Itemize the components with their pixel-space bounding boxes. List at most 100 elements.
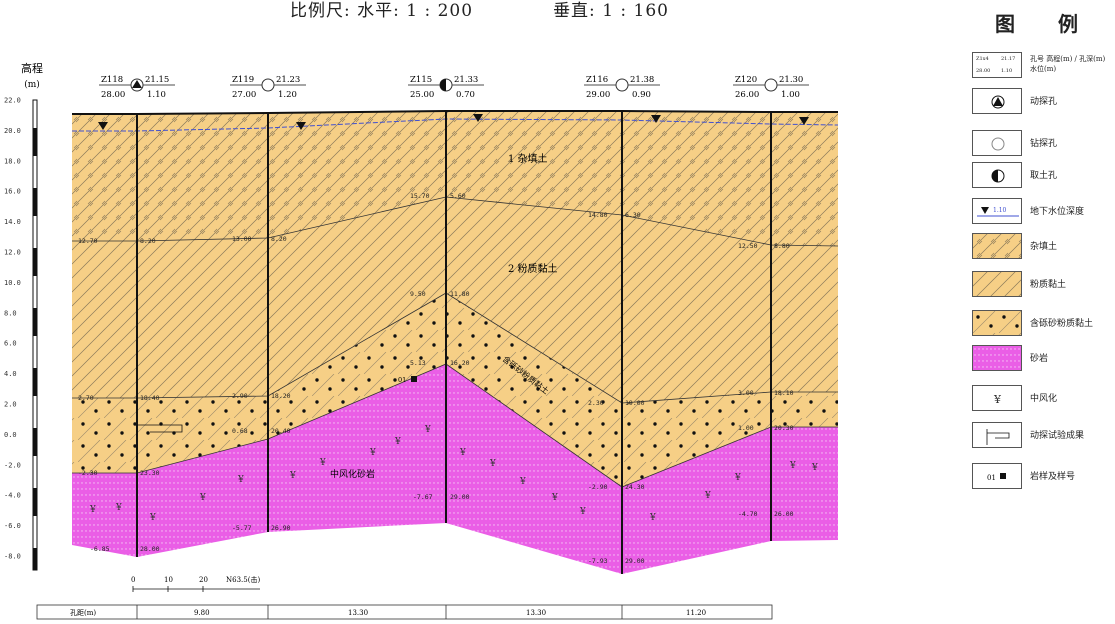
legend-water-sample: 1.10 bbox=[993, 207, 1007, 214]
legend-label-gravelly: 含砾砂粉质黏土 bbox=[1030, 319, 1094, 329]
layer-sandstone bbox=[72, 364, 838, 574]
depth-annotation-z119: 13.00 bbox=[232, 235, 252, 243]
legend-sample-top2: 21.17 bbox=[1001, 56, 1016, 62]
scale-bar bbox=[132, 586, 260, 592]
scale-vertical: 垂直: 1 : 160 bbox=[553, 1, 669, 21]
depth-annotation-z118: 28.00 bbox=[140, 545, 160, 553]
depth-annotation-z115: 15.70 bbox=[410, 192, 430, 200]
svg-text:¥: ¥ bbox=[704, 491, 711, 501]
drill-borehole-icon bbox=[261, 78, 275, 92]
depth-annotation-z119: 2.90 bbox=[232, 392, 248, 400]
borehole-elevation: 21.30 bbox=[779, 75, 803, 85]
axis-tick-label: 10.0 bbox=[4, 279, 21, 287]
depth-annotation-z120: 26.00 bbox=[774, 510, 794, 518]
svg-text:¥: ¥ bbox=[551, 493, 558, 503]
spacing-value-4: 11.20 bbox=[686, 609, 706, 617]
depth-annotation-z120: 1.00 bbox=[738, 424, 754, 432]
borehole-water: 0.70 bbox=[456, 90, 475, 100]
depth-annotation-z120: 18.10 bbox=[774, 389, 794, 397]
depth-annotation-z116: 6.30 bbox=[625, 211, 641, 219]
legend-label-dpt: 动探试验成果 bbox=[1030, 431, 1085, 441]
half-circle-icon bbox=[991, 169, 1005, 183]
depth-annotation-z116: 24.30 bbox=[625, 483, 645, 491]
legend-swatch-sample bbox=[972, 162, 1022, 188]
svg-text:¥: ¥ bbox=[199, 493, 206, 503]
borehole-elevation: 21.38 bbox=[630, 75, 654, 85]
legend-item-rock: 01 岩样及样号 bbox=[972, 463, 1107, 491]
legend-item-dynamic: 动探孔 bbox=[972, 88, 1107, 116]
depth-annotation-z118: -2.30 bbox=[78, 469, 98, 477]
layer-label-sandstone: 中风化砂岩 bbox=[330, 468, 375, 480]
svg-text:¥: ¥ bbox=[369, 448, 376, 458]
axis-tick-label: 22.0 bbox=[4, 97, 21, 105]
borehole-depth: 28.00 bbox=[101, 90, 125, 100]
scale-label-0: 0 bbox=[131, 576, 135, 584]
depth-annotation-z120: 12.50 bbox=[738, 242, 758, 250]
legend-item-sample: 取土孔 bbox=[972, 162, 1107, 190]
borehole-header-z118: Z118 21.15 28.00 1.10 bbox=[99, 75, 175, 100]
rock-sample-legend-icon: 01 bbox=[987, 473, 1006, 482]
legend-swatch-drill bbox=[972, 130, 1022, 156]
svg-text:¥: ¥ bbox=[993, 393, 1002, 406]
depth-annotation-z115: 9.50 bbox=[410, 290, 426, 298]
depth-annotation-z116: 19.00 bbox=[625, 399, 645, 407]
axis-tick-label: -2.0 bbox=[4, 461, 21, 469]
spacing-value-3: 13.30 bbox=[526, 609, 546, 617]
legend-swatch-weathered: ¥ bbox=[972, 385, 1022, 411]
svg-text:¥: ¥ bbox=[649, 513, 656, 523]
borehole-id: Z115 bbox=[410, 75, 432, 85]
borehole-id: Z120 bbox=[735, 75, 757, 85]
borehole-elevation: 21.23 bbox=[276, 75, 300, 85]
legend-label-silty: 粉质黏土 bbox=[1030, 280, 1067, 290]
borehole-depth: 29.00 bbox=[586, 90, 610, 100]
legend-item-fill: 杂填土 bbox=[972, 233, 1107, 261]
layer-label-silty: 2 粉质黏土 bbox=[508, 262, 558, 275]
legend-label-fill: 杂填土 bbox=[1030, 242, 1058, 252]
borehole-water: 1.20 bbox=[278, 90, 297, 100]
depth-annotation-z118: 23.30 bbox=[140, 469, 160, 477]
depth-annotation-z115: 16.20 bbox=[450, 359, 470, 367]
svg-text:¥: ¥ bbox=[459, 448, 466, 458]
borehole-header-z119: Z119 21.23 27.00 1.20 bbox=[230, 75, 306, 100]
borehole-elevation: 21.33 bbox=[454, 75, 478, 85]
depth-annotation-z119: 18.20 bbox=[271, 392, 291, 400]
scale-label-20: 20 bbox=[199, 576, 208, 584]
legend-swatch-gravelly bbox=[972, 310, 1022, 336]
borehole-water: 0.90 bbox=[632, 90, 651, 100]
legend-label-dynamic: 动探孔 bbox=[1030, 97, 1058, 107]
legend-swatch-header: Z1x4 21.17 28.00 1.10 bbox=[972, 52, 1022, 78]
borehole-id: Z119 bbox=[232, 75, 254, 85]
legend-label-water: 地下水位深度 bbox=[1030, 207, 1085, 217]
legend-sample-bot2: 1.10 bbox=[1001, 68, 1013, 74]
svg-text:¥: ¥ bbox=[789, 461, 796, 471]
legend-label-sample: 取土孔 bbox=[1030, 171, 1058, 181]
axis-tick-label: -6.0 bbox=[4, 522, 21, 530]
depth-annotation-z118: -6.85 bbox=[90, 545, 110, 553]
borehole-id: Z116 bbox=[586, 75, 608, 85]
legend-sample-bot: 28.00 bbox=[976, 68, 991, 74]
depth-annotation-z116: 14.80 bbox=[588, 211, 608, 219]
depth-annotation-z118: 2.70 bbox=[78, 394, 94, 402]
borehole-depth: 27.00 bbox=[232, 90, 256, 100]
axis-tick-label: 18.0 bbox=[4, 157, 21, 165]
axis-tick-label: 14.0 bbox=[4, 218, 21, 226]
depth-annotation-z115: -7.67 bbox=[413, 493, 433, 501]
depth-annotation-z116: -7.93 bbox=[588, 557, 608, 565]
circle-icon bbox=[991, 137, 1005, 151]
legend-label-rock: 岩样及样号 bbox=[1030, 472, 1076, 482]
spacing-value-1: 9.80 bbox=[194, 609, 210, 617]
legend-sample-top: Z1x4 bbox=[976, 56, 989, 62]
spacing-value-2: 13.30 bbox=[348, 609, 368, 617]
legend-swatch-dynamic bbox=[972, 88, 1022, 114]
svg-text:¥: ¥ bbox=[519, 477, 526, 487]
svg-text:¥: ¥ bbox=[424, 425, 431, 435]
scale-caption: 比例尺: 水平: 1 : 200 垂直: 1 : 160 bbox=[290, 0, 749, 21]
legend-swatch-fill bbox=[972, 233, 1022, 259]
depth-annotation-z115: 5.60 bbox=[450, 192, 466, 200]
layer-label-fill: 1 杂填土 bbox=[508, 152, 548, 165]
depth-annotation-z119: 8.20 bbox=[271, 235, 287, 243]
legend-item-sandstone: 砂岩 bbox=[972, 345, 1107, 373]
axis-tick-label: 16.0 bbox=[4, 188, 21, 196]
depth-annotation-z119: 26.90 bbox=[271, 524, 291, 532]
layer-fill bbox=[72, 111, 838, 246]
